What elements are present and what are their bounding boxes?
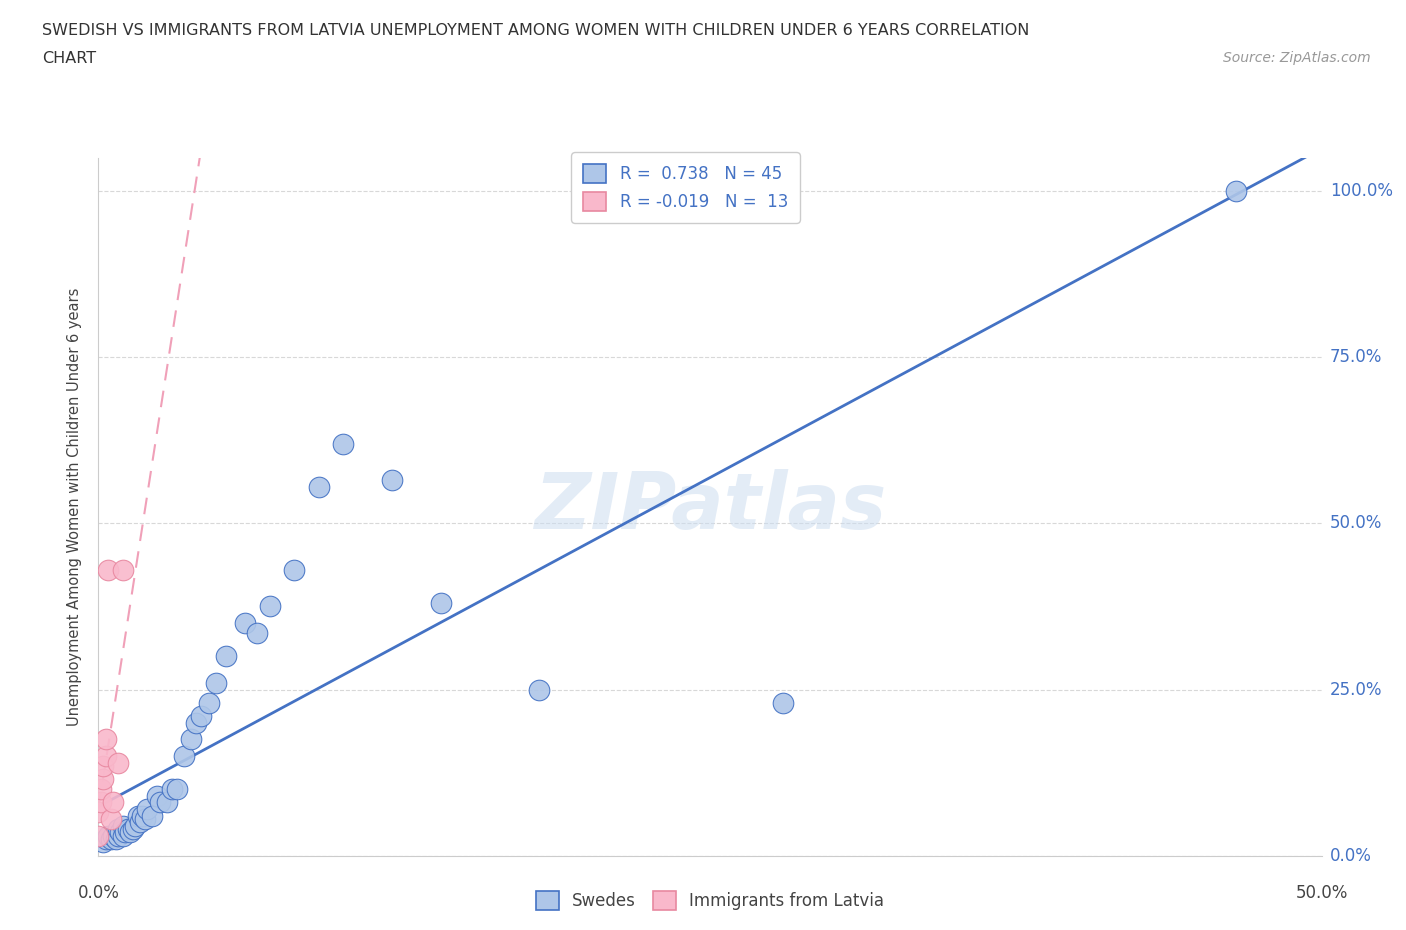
- Point: [381, 472, 404, 487]
- Point: [308, 480, 330, 495]
- Text: 0.0%: 0.0%: [77, 884, 120, 901]
- Point: [107, 755, 129, 770]
- Point: [120, 825, 142, 840]
- Text: 100.0%: 100.0%: [1330, 182, 1393, 200]
- Point: [197, 696, 219, 711]
- Point: [124, 818, 146, 833]
- Point: [131, 808, 153, 823]
- Point: [205, 675, 228, 690]
- Point: [87, 829, 110, 844]
- Legend: Swedes, Immigrants from Latvia: Swedes, Immigrants from Latvia: [529, 884, 891, 917]
- Point: [233, 616, 256, 631]
- Text: 75.0%: 75.0%: [1330, 349, 1382, 366]
- Text: CHART: CHART: [42, 51, 96, 66]
- Point: [121, 821, 143, 836]
- Point: [246, 626, 269, 641]
- Point: [186, 715, 208, 730]
- Point: [430, 596, 453, 611]
- Point: [100, 831, 122, 846]
- Point: [141, 808, 163, 823]
- Point: [1225, 184, 1247, 199]
- Point: [97, 563, 120, 578]
- Point: [107, 829, 129, 844]
- Point: [146, 789, 169, 804]
- Point: [91, 835, 114, 850]
- Text: 50.0%: 50.0%: [1330, 514, 1382, 533]
- Point: [97, 829, 120, 844]
- Point: [90, 782, 112, 797]
- Point: [111, 563, 134, 578]
- Y-axis label: Unemployment Among Women with Children Under 6 years: Unemployment Among Women with Children U…: [67, 287, 83, 726]
- Point: [94, 749, 117, 764]
- Point: [173, 749, 195, 764]
- Point: [110, 825, 132, 840]
- Point: [90, 795, 112, 810]
- Point: [91, 772, 114, 787]
- Text: Source: ZipAtlas.com: Source: ZipAtlas.com: [1223, 51, 1371, 65]
- Point: [180, 732, 202, 747]
- Text: SWEDISH VS IMMIGRANTS FROM LATVIA UNEMPLOYMENT AMONG WOMEN WITH CHILDREN UNDER 6: SWEDISH VS IMMIGRANTS FROM LATVIA UNEMPL…: [42, 23, 1029, 38]
- Text: ZIPatlas: ZIPatlas: [534, 469, 886, 545]
- Point: [87, 805, 110, 820]
- Point: [91, 759, 114, 774]
- Text: 25.0%: 25.0%: [1330, 681, 1382, 698]
- Point: [772, 696, 794, 711]
- Point: [136, 802, 159, 817]
- Point: [111, 829, 134, 844]
- Point: [101, 829, 124, 844]
- Point: [94, 831, 117, 846]
- Point: [259, 599, 281, 614]
- Point: [332, 436, 354, 451]
- Point: [190, 709, 212, 724]
- Point: [166, 782, 188, 797]
- Point: [107, 821, 129, 836]
- Point: [94, 732, 117, 747]
- Point: [283, 563, 305, 578]
- Point: [127, 808, 149, 823]
- Point: [104, 831, 127, 846]
- Point: [114, 825, 136, 840]
- Point: [149, 795, 172, 810]
- Text: 0.0%: 0.0%: [1330, 846, 1372, 865]
- Text: 50.0%: 50.0%: [1295, 884, 1348, 901]
- Point: [117, 821, 139, 836]
- Point: [111, 818, 134, 833]
- Point: [527, 682, 550, 697]
- Point: [156, 795, 179, 810]
- Point: [129, 815, 152, 830]
- Point: [100, 812, 122, 827]
- Point: [214, 649, 236, 664]
- Point: [134, 812, 156, 827]
- Point: [160, 782, 183, 797]
- Point: [101, 795, 124, 810]
